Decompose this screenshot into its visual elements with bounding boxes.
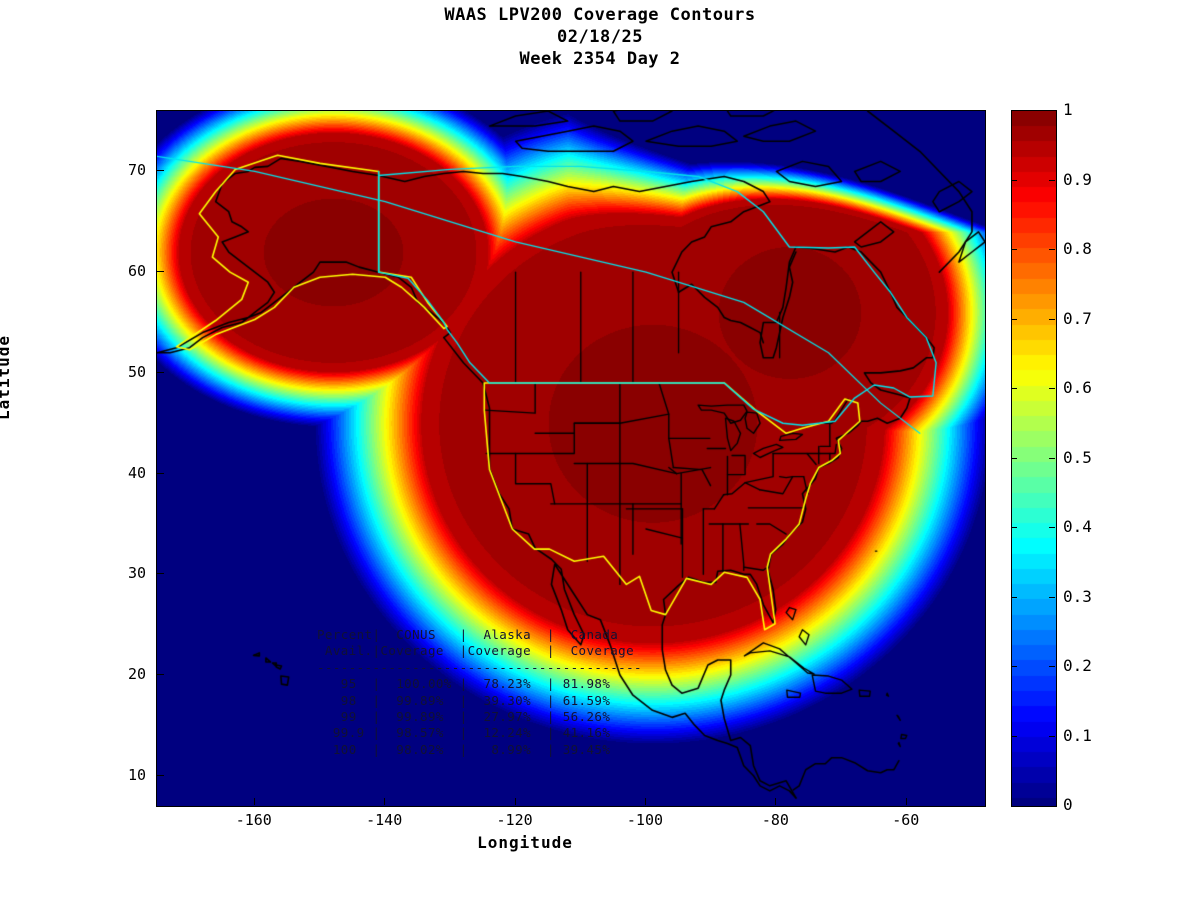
colorbar-label-4: 0.4 (1063, 517, 1092, 536)
colorbar-gradient (1012, 111, 1056, 806)
colorbar-tick-mark (1049, 388, 1055, 389)
coverage-stats-table: Percent| CONUS | Alaska | Canada Avail.|… (317, 627, 642, 757)
colorbar-tick-mark (1011, 318, 1017, 320)
y-tick-mark (157, 472, 164, 474)
x-tick-label-4: -80 (761, 811, 789, 829)
colorbar-label-1: 0.1 (1063, 725, 1092, 745)
colorbar-tick-mark (1049, 735, 1055, 737)
colorbar-tick-mark (1011, 596, 1017, 598)
colorbar-label-8: 0.8 (1063, 239, 1092, 258)
coverage-map-plot: Percent| CONUS | Alaska | Canada Avail.|… (156, 110, 986, 807)
x-tick-label-2: -120 (496, 811, 533, 829)
y-tick-mark (157, 170, 164, 172)
colorbar-label-0: 0 (1063, 795, 1073, 814)
colorbar-tick-mark (1049, 527, 1055, 528)
y-tick-label-5: 60 (127, 262, 146, 281)
x-tick-label-5: -60 (892, 811, 920, 829)
colorbar-label-9: 0.9 (1063, 169, 1092, 189)
title-date: 02/18/25 (557, 27, 643, 47)
y-tick-label-2: 30 (127, 564, 146, 583)
coverage-contour-canvas (157, 111, 985, 806)
y-tick-label-1: 20 (127, 665, 146, 684)
colorbar-tick-mark (1011, 666, 1017, 667)
x-tick-mark (384, 798, 386, 805)
colorbar-tick-mark (1049, 179, 1055, 181)
x-tick-mark (253, 798, 255, 805)
colorbar-tick-mark (1049, 596, 1055, 598)
title-block: WAAS LPV200 Coverage Contours 02/18/25 W… (0, 4, 1200, 70)
page-title: WAAS LPV200 Coverage Contours (444, 5, 756, 25)
y-tick-label-4: 50 (127, 362, 146, 381)
x-tick-label-3: -100 (626, 811, 664, 829)
x-tick-label-1: -140 (366, 811, 403, 829)
colorbar-tick-mark (1011, 457, 1017, 459)
y-tick-label-0: 10 (127, 765, 146, 784)
colorbar-tick-mark (1049, 249, 1055, 250)
y-tick-mark (157, 271, 164, 273)
colorbar-label-10: 1 (1063, 100, 1073, 119)
title-week-day: Week 2354 Day 2 (519, 49, 681, 69)
x-tick-mark (775, 798, 777, 805)
colorbar-label-3: 0.3 (1063, 586, 1092, 606)
colorbar-tick-mark (1049, 457, 1055, 459)
x-tick-mark (905, 798, 907, 805)
x-tick-mark (644, 798, 646, 805)
x-axis-label: Longitude (477, 833, 573, 852)
y-axis-label: Latitude (0, 334, 13, 420)
x-tick-label-0: -160 (235, 811, 272, 829)
x-tick-mark (514, 798, 516, 805)
colorbar-tick-mark (1049, 666, 1055, 667)
y-tick-mark (157, 774, 164, 776)
y-tick-mark (157, 371, 164, 373)
colorbar-tick-mark (1011, 527, 1017, 528)
colorbar-label-5: 0.5 (1063, 447, 1092, 467)
y-tick-mark (157, 674, 164, 676)
colorbar-tick-mark (1011, 735, 1017, 737)
colorbar-tick-mark (1011, 249, 1017, 250)
y-tick-mark (157, 573, 164, 575)
colorbar-tick-mark (1011, 179, 1017, 181)
colorbar (1011, 110, 1057, 807)
colorbar-label-7: 0.7 (1063, 308, 1092, 328)
y-tick-label-6: 70 (127, 161, 146, 180)
colorbar-label-6: 0.6 (1063, 378, 1092, 397)
colorbar-tick-mark (1049, 318, 1055, 320)
colorbar-tick-mark (1011, 388, 1017, 389)
colorbar-label-2: 0.2 (1063, 656, 1092, 675)
y-tick-label-3: 40 (127, 463, 146, 482)
